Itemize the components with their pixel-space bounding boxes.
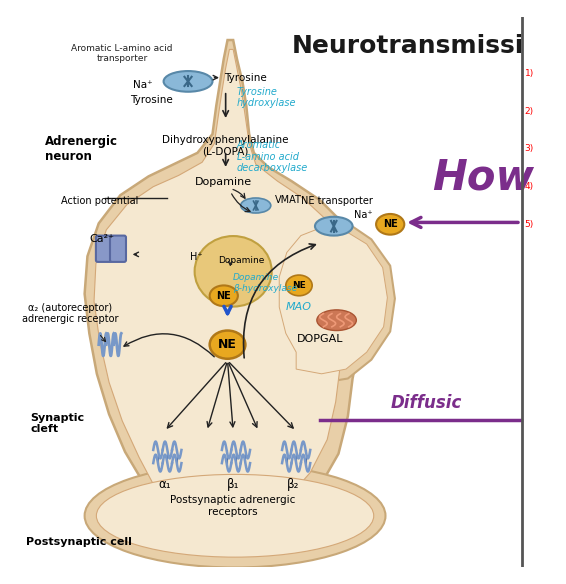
Text: MAO: MAO	[286, 302, 312, 312]
Text: 3): 3)	[525, 144, 534, 154]
Text: Tyrosine: Tyrosine	[224, 72, 267, 82]
Text: Tyrosine
hydroxylase: Tyrosine hydroxylase	[237, 86, 297, 108]
Text: DOPGAL: DOPGAL	[297, 334, 343, 344]
Text: Na⁺: Na⁺	[132, 80, 152, 90]
Ellipse shape	[209, 331, 246, 359]
Ellipse shape	[317, 310, 357, 331]
Text: α₁: α₁	[158, 478, 171, 491]
Text: Aromatic L-amino acid
transporter: Aromatic L-amino acid transporter	[71, 44, 173, 63]
Ellipse shape	[315, 217, 353, 235]
Text: Adrenergic
neuron: Adrenergic neuron	[45, 135, 118, 163]
Ellipse shape	[164, 71, 212, 92]
Ellipse shape	[96, 474, 374, 557]
Text: Aromatic
L-amino acid
decarboxylase: Aromatic L-amino acid decarboxylase	[237, 140, 308, 173]
Text: Dopamine
β-hydroxylase: Dopamine β-hydroxylase	[233, 273, 297, 293]
Text: β₂: β₂	[287, 478, 299, 491]
Text: Neurotransmissi: Neurotransmissi	[291, 34, 524, 58]
Text: β₁: β₁	[227, 478, 239, 491]
Text: H⁺: H⁺	[190, 252, 202, 262]
Text: NE: NE	[383, 220, 397, 230]
Text: NE: NE	[216, 291, 231, 301]
Text: Tyrosine: Tyrosine	[130, 95, 173, 105]
Text: 1): 1)	[525, 69, 534, 78]
Text: VMAT: VMAT	[275, 195, 302, 205]
Ellipse shape	[376, 214, 404, 235]
Text: Ca²⁺: Ca²⁺	[89, 234, 114, 244]
Text: NE: NE	[218, 338, 237, 351]
FancyBboxPatch shape	[110, 235, 126, 262]
Text: Postsynaptic cell: Postsynaptic cell	[27, 537, 132, 547]
Polygon shape	[273, 218, 395, 383]
Ellipse shape	[85, 464, 385, 568]
Polygon shape	[279, 227, 387, 374]
Text: Na⁺: Na⁺	[354, 210, 372, 220]
Text: How: How	[432, 157, 534, 199]
Text: Postsynaptic adrenergic
receptors: Postsynaptic adrenergic receptors	[170, 495, 296, 517]
Text: Dihydroxyphenylalanine
(L-DOPA): Dihydroxyphenylalanine (L-DOPA)	[162, 135, 289, 157]
Text: NE: NE	[292, 281, 306, 290]
Text: Synaptic
cleft: Synaptic cleft	[30, 413, 84, 434]
FancyBboxPatch shape	[96, 235, 112, 262]
Text: α₂ (autoreceptor)
adrenergic receptor: α₂ (autoreceptor) adrenergic receptor	[22, 303, 119, 325]
Polygon shape	[94, 50, 351, 524]
Text: Dopamine: Dopamine	[218, 256, 264, 265]
Ellipse shape	[286, 275, 312, 296]
Ellipse shape	[241, 198, 271, 213]
Text: Action potential: Action potential	[61, 196, 139, 206]
Ellipse shape	[195, 236, 272, 307]
Polygon shape	[85, 40, 367, 538]
Text: 2): 2)	[525, 107, 534, 116]
Text: 4): 4)	[525, 182, 534, 191]
Text: Diffusic: Diffusic	[390, 394, 461, 412]
Ellipse shape	[209, 286, 238, 306]
Text: 5): 5)	[525, 220, 534, 228]
Text: Dopamine: Dopamine	[195, 177, 252, 187]
Text: NE transporter: NE transporter	[301, 196, 372, 206]
